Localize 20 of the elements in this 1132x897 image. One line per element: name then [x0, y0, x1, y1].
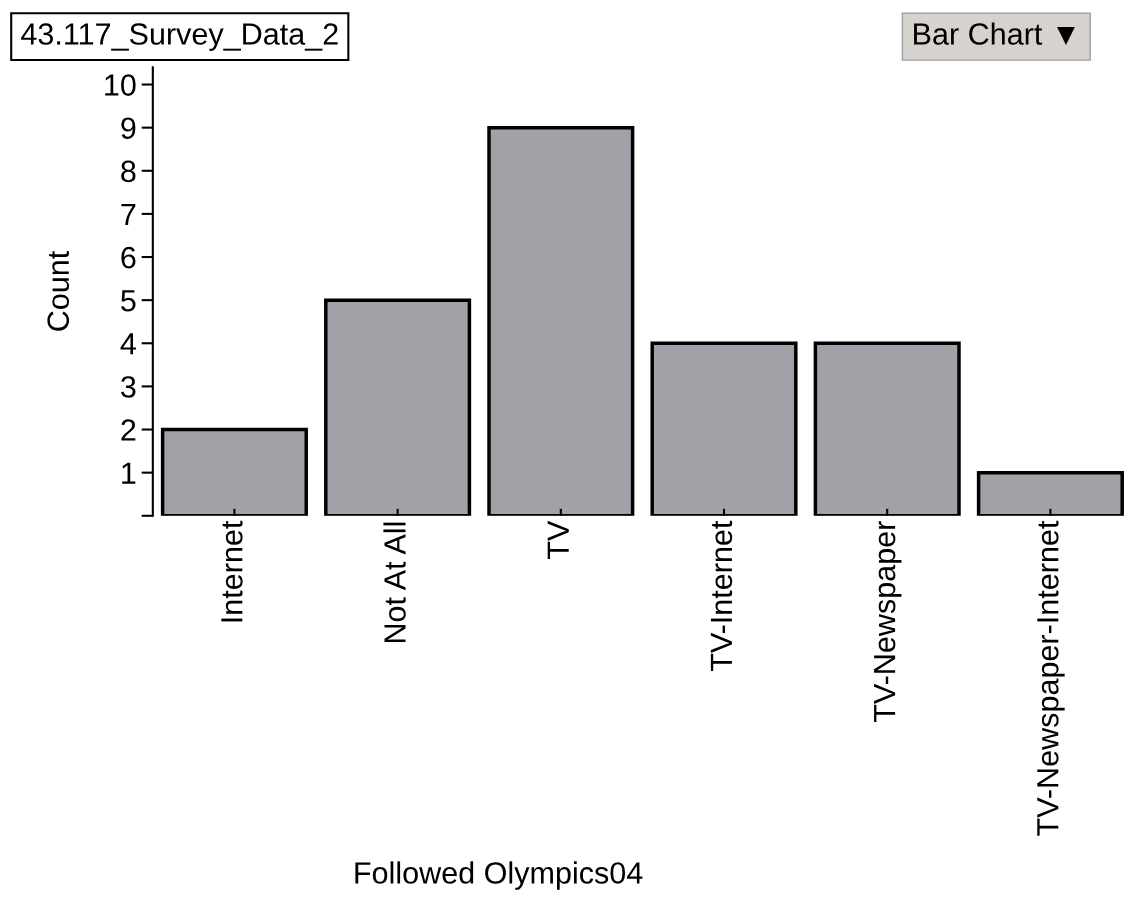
- y-tick-label: 3: [121, 376, 136, 398]
- x-tick-label: TV: [547, 520, 569, 559]
- y-tick-label: 8: [121, 160, 136, 183]
- y-tick-label: 9: [121, 117, 136, 140]
- y-tick-label: 7: [121, 203, 136, 225]
- y-tick-label: 6: [121, 246, 136, 269]
- x-tick-label: TV-Newspaper: [874, 521, 902, 723]
- x-tick-label: Internet: [221, 520, 243, 622]
- y-tick-label: 2: [121, 419, 136, 441]
- y-axis-title: Count: [47, 250, 70, 331]
- x-axis-title: Followed Olympics04: [355, 861, 643, 890]
- text: Bar Chart ▼: [914, 22, 1075, 45]
- x-tick-label: Not At All: [383, 522, 406, 643]
- y-tick-label: 1: [122, 462, 136, 484]
- y-tick-label: 10: [105, 74, 136, 96]
- x-tick-label: TV-Newspaper-Internet: [1037, 520, 1065, 836]
- y-tick-label: 4: [120, 333, 136, 355]
- x-tick-label: TV-Internet: [710, 520, 733, 672]
- chart-title: 43.117_Survey_Data_2: [21, 23, 338, 51]
- y-tick-label: 5: [121, 290, 136, 312]
